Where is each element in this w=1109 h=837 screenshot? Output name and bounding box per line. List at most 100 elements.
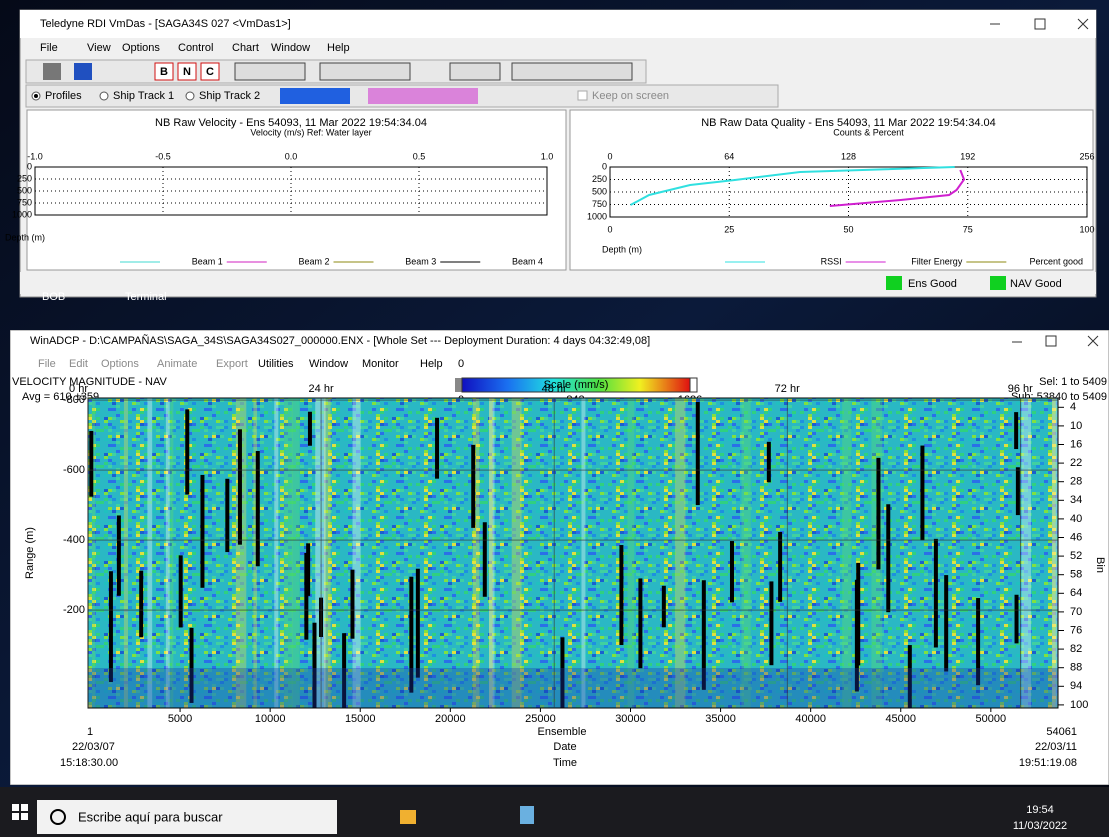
- clock-time: 19:54: [1026, 804, 1054, 816]
- gap-bar: [483, 522, 487, 597]
- gap-bar: [117, 515, 121, 595]
- tool-button-label: C: [206, 66, 214, 78]
- y-tick-label: -600: [63, 464, 85, 476]
- x-axis-label: Ensemble: [538, 726, 587, 738]
- tool-button[interactable]: [235, 63, 305, 80]
- gap-bar: [139, 571, 143, 638]
- view-options: ProfilesShip Track 1Ship Track 2: [32, 90, 260, 102]
- stripe: [292, 398, 300, 708]
- x-tick-label: 128: [841, 151, 856, 161]
- y-tick-label: 1000: [12, 209, 32, 219]
- taskbar-app[interactable]: [520, 806, 534, 824]
- y-axis-label: Range (m): [24, 527, 36, 579]
- menu-item[interactable]: Animate: [157, 358, 197, 370]
- bin-tick-label: 10: [1070, 420, 1082, 432]
- status-led: [990, 276, 1006, 290]
- menu-item[interactable]: Export: [216, 358, 248, 370]
- legend-label: RSSI: [821, 256, 842, 266]
- menu-item[interactable]: Options: [101, 358, 139, 370]
- x-tick-label: 10000: [255, 713, 286, 725]
- stripe: [170, 398, 173, 708]
- gap-bar: [435, 418, 439, 479]
- stripe: [124, 398, 128, 708]
- menu-item[interactable]: Window: [309, 358, 348, 370]
- radio[interactable]: [186, 92, 194, 100]
- y-tick-label: 750: [592, 199, 607, 209]
- y-tick-label: 0: [602, 161, 607, 171]
- x2-tick-label: 50: [843, 224, 853, 234]
- menu-item[interactable]: View: [87, 42, 111, 54]
- legend-label: Percent good: [1029, 256, 1083, 266]
- x-tick-label: 40000: [795, 713, 826, 725]
- gap-bar: [350, 570, 354, 639]
- radio-label: Ship Track 2: [199, 90, 260, 102]
- end-time: 19:51:19.08: [1019, 757, 1077, 769]
- menu-item[interactable]: File: [40, 42, 58, 54]
- gap-bar: [225, 479, 229, 552]
- gap-bar: [769, 581, 773, 665]
- menu-item[interactable]: Window: [271, 42, 310, 54]
- tool-button[interactable]: [74, 63, 92, 80]
- x-tick-label: 35000: [705, 713, 736, 725]
- menu-item[interactable]: File: [38, 358, 56, 370]
- desktop-icon-label[interactable]: BOB: [42, 291, 65, 303]
- gap-bar: [876, 458, 880, 569]
- radio[interactable]: [100, 92, 108, 100]
- y-tick-label: -800: [63, 394, 85, 406]
- bin-tick-label: 4: [1070, 401, 1076, 413]
- search-placeholder: Escribe aquí para buscar: [78, 809, 223, 824]
- hour-tick-label: 48 hr: [542, 383, 567, 395]
- menu-item[interactable]: Options: [122, 42, 160, 54]
- hour-tick-label: 96 hr: [1008, 383, 1033, 395]
- start-ensemble: 1: [87, 726, 93, 738]
- gap-bar: [109, 571, 113, 682]
- status-led: [886, 276, 902, 290]
- chart-subtitle: Velocity (m/s) Ref: Water layer: [250, 127, 371, 137]
- x-tick-label: 20000: [435, 713, 466, 725]
- stripe: [627, 398, 634, 708]
- stripe: [1022, 398, 1031, 708]
- legend-label: Beam 3: [405, 256, 436, 266]
- x-tick-label: -0.5: [155, 151, 171, 161]
- bin-tick-label: 34: [1070, 494, 1082, 506]
- gap-bar: [471, 445, 475, 528]
- start-date: 22/03/07: [72, 741, 115, 753]
- x-tick-label: 15000: [345, 713, 376, 725]
- nav-arrows[interactable]: [280, 88, 350, 104]
- radio-dot: [34, 94, 38, 98]
- tool-button[interactable]: [43, 63, 61, 80]
- taskbar-app[interactable]: [400, 810, 416, 824]
- menu-item[interactable]: Monitor: [362, 358, 399, 370]
- stripe: [166, 398, 170, 708]
- start-time: 15:18:30.00: [60, 757, 118, 769]
- desktop-icon-label[interactable]: Terminal: [125, 291, 167, 303]
- scale-under: [455, 378, 462, 392]
- tool-button[interactable]: [450, 63, 500, 80]
- gap-bar: [185, 409, 189, 494]
- gap-bar: [1014, 412, 1018, 449]
- menu-item[interactable]: Utilities: [258, 358, 294, 370]
- time-label: Time: [553, 757, 577, 769]
- menu-item[interactable]: Edit: [69, 358, 88, 370]
- x-tick-label: 0.5: [413, 151, 426, 161]
- menu-item[interactable]: Help: [420, 358, 443, 370]
- date-label: Date: [553, 741, 576, 753]
- y-tick-label: -400: [63, 534, 85, 546]
- bin-tick-label: 82: [1070, 643, 1082, 655]
- zoom-buttons[interactable]: [368, 88, 478, 104]
- tool-button[interactable]: [512, 63, 632, 80]
- stripe: [675, 398, 686, 708]
- tool-button[interactable]: [320, 63, 410, 80]
- scale-over: [690, 378, 697, 392]
- gap-bar: [778, 532, 782, 602]
- heatmap: [88, 398, 1059, 755]
- menu-item[interactable]: Help: [327, 42, 350, 54]
- menu-item[interactable]: 0: [458, 358, 464, 370]
- x-tick-label: 45000: [885, 713, 916, 725]
- bin-tick-label: 76: [1070, 624, 1082, 636]
- clock-date: 11/03/2022: [1013, 820, 1067, 832]
- checkbox[interactable]: [578, 91, 587, 100]
- menu-item[interactable]: Control: [178, 42, 213, 54]
- x-tick-label: 192: [960, 151, 975, 161]
- menu-item[interactable]: Chart: [232, 42, 259, 54]
